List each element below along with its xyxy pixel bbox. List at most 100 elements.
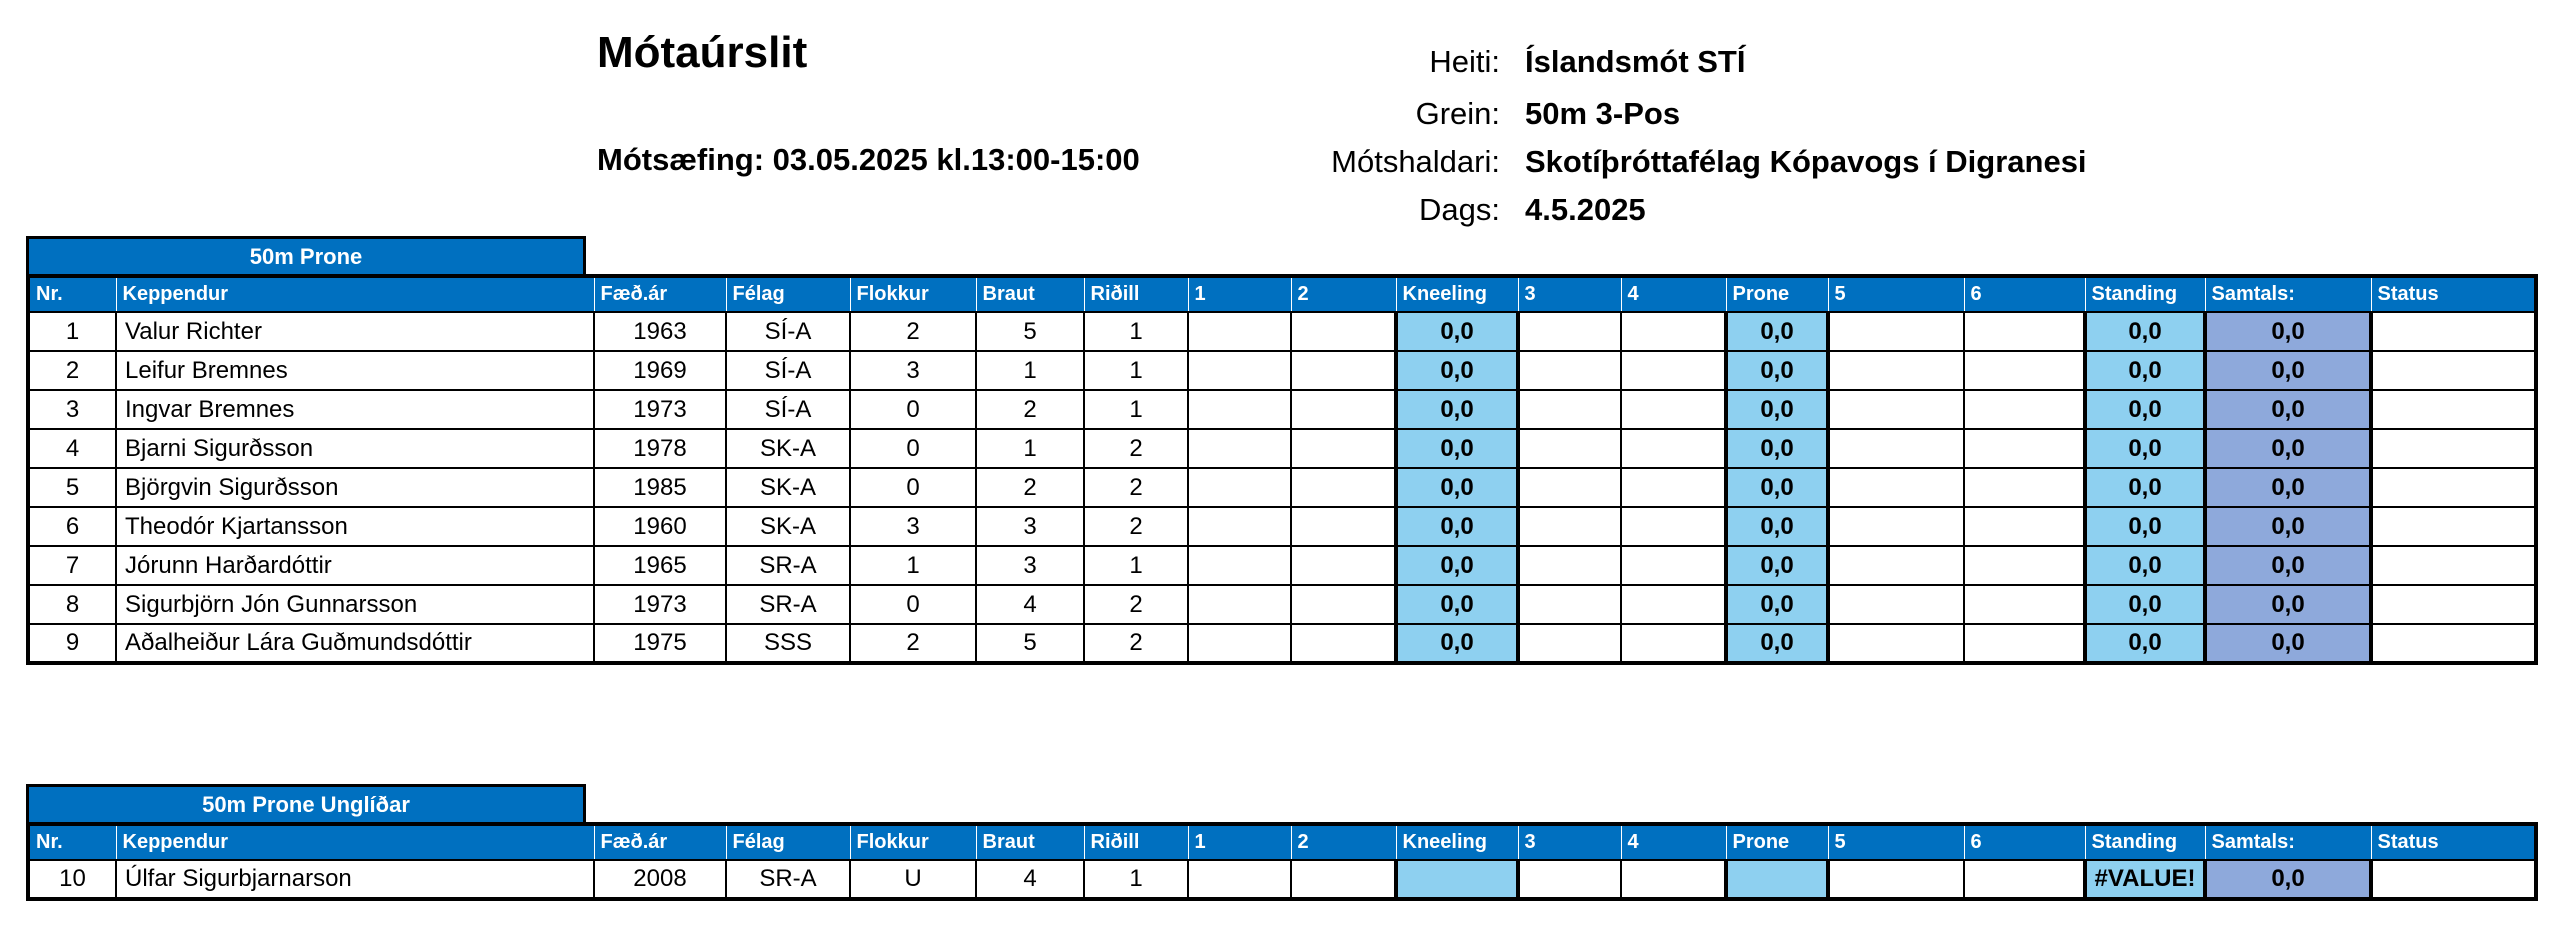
cell-relay: 1 [1083,859,1189,900]
cell-prone: 0,0 [1724,389,1830,430]
cell-name: Úlfar Sigurbjarnarson [115,859,595,900]
cell-club: SÍ-A [725,389,851,430]
cell-status [2369,623,2537,664]
table-row: 8 Sigurbjörn Jón Gunnarsson 1973 SR-A 0 4 2 0,0… [27,584,2537,625]
cell-name: Valur Richter [115,311,595,352]
cell-prone: 0,0 [1724,506,1830,547]
cell-lane: 2 [975,467,1085,508]
column-header-shot-6: 6 [1963,276,2085,312]
cell-shot-5 [1827,467,1965,508]
cell-shot-6 [1963,506,2086,547]
cell-category: 0 [849,389,977,430]
cell-total: 0,0 [2204,467,2372,508]
cell-lane: 4 [975,584,1085,625]
column-header-shot-6: 6 [1963,824,2085,860]
cell-shot-2 [1290,428,1397,469]
cell-relay: 1 [1083,545,1189,586]
cell-year: 1965 [593,545,727,586]
cell-shot-4 [1620,428,1727,469]
cell-total: 0,0 [2204,350,2372,391]
column-header-category: Flokkur [849,824,976,860]
table-row: 3 Ingvar Bremnes 1973 SÍ-A 0 2 1 0,0 0,0 0,0 0,0 [27,389,2537,430]
cell-standing: 0,0 [2083,623,2207,664]
cell-category: 0 [849,428,977,469]
cell-lane: 1 [975,350,1085,391]
cell-shot-3 [1517,311,1622,352]
cell-shot-3 [1517,506,1622,547]
cell-standing: 0,0 [2083,389,2207,430]
cell-shot-5 [1827,545,1965,586]
cell-shot-6 [1963,467,2086,508]
cell-relay: 2 [1083,428,1189,469]
cell-shot-6 [1963,859,2086,900]
cell-club: SÍ-A [725,311,851,352]
cell-shot-2 [1290,467,1397,508]
cell-shot-2 [1290,859,1397,900]
cell-shot-6 [1963,545,2086,586]
column-header-shot-3: 3 [1517,276,1621,312]
cell-nr: 7 [27,545,117,586]
column-header-total: Samtals: [2204,276,2371,312]
table-row: 10 Úlfar Sigurbjarnarson 2008 SR-A U 4 1 #VALUE… [27,859,2537,900]
cell-shot-1 [1187,389,1292,430]
cell-prone [1724,859,1830,900]
cell-shot-3 [1517,584,1622,625]
cell-year: 1975 [593,623,727,664]
cell-nr: 9 [27,623,117,664]
cell-total: 0,0 [2204,584,2372,625]
cell-nr: 2 [27,350,117,391]
cell-shot-2 [1290,350,1397,391]
cell-nr: 5 [27,467,117,508]
cell-shot-6 [1963,389,2086,430]
cell-status [2369,311,2537,352]
cell-status [2369,389,2537,430]
cell-shot-4 [1620,350,1727,391]
table-row: 5 Björgvin Sigurðsson 1985 SK-A 0 2 2 0,0 0,0 0,0… [27,467,2537,508]
info-label-motshaldari: Mótshaldari: [1331,144,1500,179]
table-row: 9 Aðalheiður Lára Guðmundsdóttir 1975 SSS 2 5… [27,623,2537,664]
cell-year: 1978 [593,428,727,469]
cell-lane: 4 [975,859,1085,900]
cell-standing: #VALUE! [2083,859,2207,900]
column-header-prone: Prone [1725,276,1828,312]
cell-prone: 0,0 [1724,545,1830,586]
cell-shot-3 [1517,428,1622,469]
cell-shot-3 [1517,859,1622,900]
header-row: Nr. Keppendur Fæð.ár Félag Flokkur Braut Riðil… [27,276,2536,312]
cell-category: 3 [849,506,977,547]
cell-kneeling [1394,859,1520,900]
cell-shot-1 [1187,311,1292,352]
header-row: Nr. Keppendur Fæð.ár Félag Flokkur Braut Riðil… [27,824,2536,860]
cell-name: Bjarni Sigurðsson [115,428,595,469]
column-header-prone: Prone [1725,824,1828,860]
column-header-status: Status [2370,824,2536,860]
cell-lane: 3 [975,545,1085,586]
cell-prone: 0,0 [1724,350,1830,391]
cell-year: 1960 [593,506,727,547]
cell-shot-6 [1963,623,2086,664]
results-table-prone: Nr. Keppendur Fæð.ár Félag Flokkur Braut Riðil… [26,274,2538,665]
cell-shot-1 [1187,467,1292,508]
cell-shot-4 [1620,389,1727,430]
column-header-shot-4: 4 [1620,276,1726,312]
cell-shot-2 [1290,506,1397,547]
cell-standing: 0,0 [2083,506,2207,547]
cell-shot-4 [1620,506,1727,547]
cell-standing: 0,0 [2083,467,2207,508]
cell-year: 1973 [593,584,727,625]
cell-shot-1 [1187,545,1292,586]
cell-total: 0,0 [2204,389,2372,430]
cell-shot-1 [1187,623,1292,664]
cell-shot-6 [1963,584,2086,625]
cell-club: SÍ-A [725,350,851,391]
cell-prone: 0,0 [1724,623,1830,664]
column-header-name: Keppendur [115,824,594,860]
cell-status [2369,467,2537,508]
cell-status [2369,350,2537,391]
cell-kneeling: 0,0 [1394,623,1520,664]
cell-name: Theodór Kjartansson [115,506,595,547]
cell-year: 1985 [593,467,727,508]
practice-info: Mótsæfing: 03.05.2025 kl.13:00-15:00 [597,142,1140,177]
cell-relay: 2 [1083,623,1189,664]
column-header-total: Samtals: [2204,824,2371,860]
